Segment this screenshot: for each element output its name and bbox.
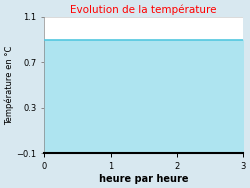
X-axis label: heure par heure: heure par heure xyxy=(99,174,188,184)
Title: Evolution de la température: Evolution de la température xyxy=(70,4,217,15)
Y-axis label: Température en °C: Température en °C xyxy=(4,45,14,125)
